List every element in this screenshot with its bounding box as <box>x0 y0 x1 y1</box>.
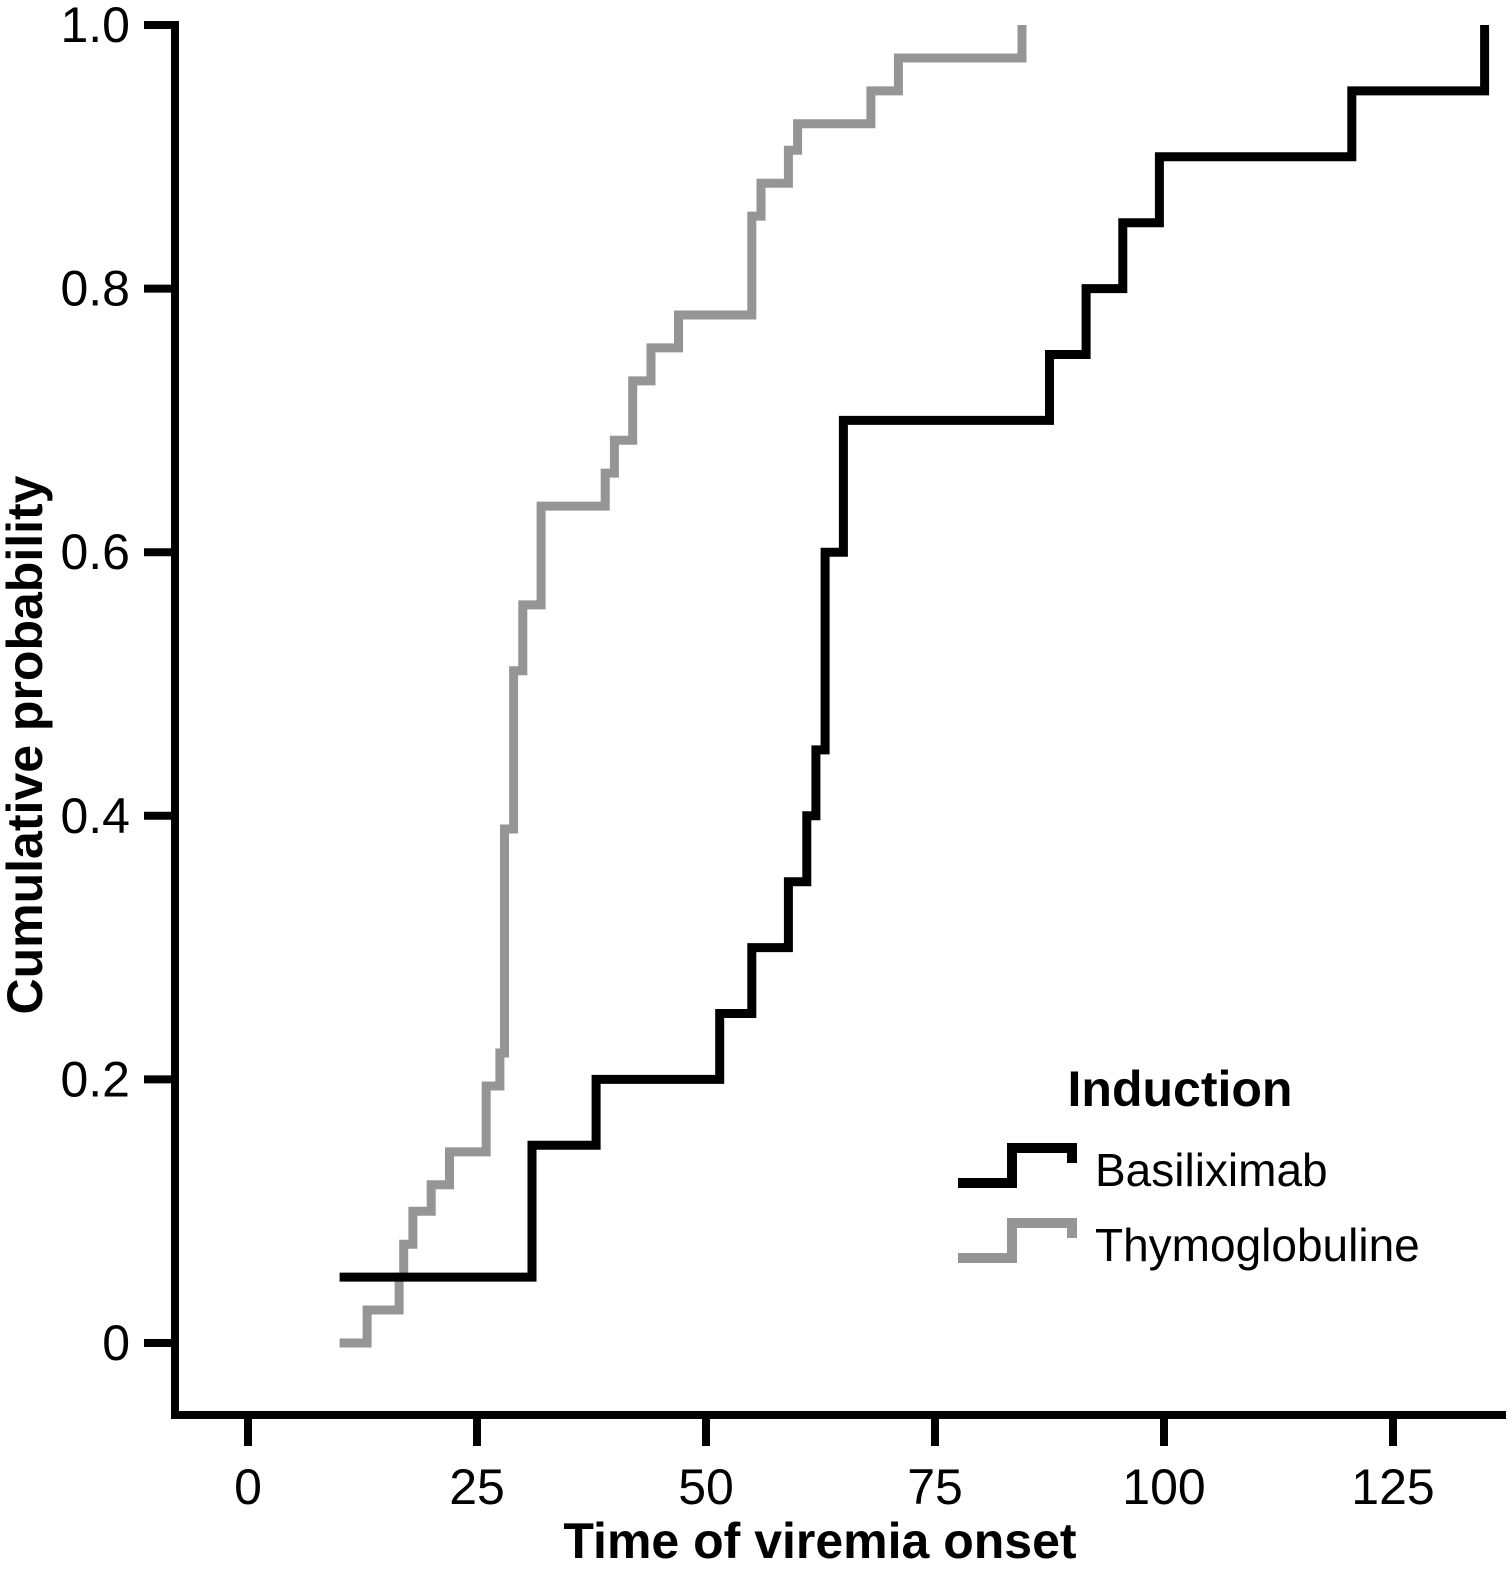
x-tick-label: 25 <box>449 1459 505 1515</box>
y-tick-label: 0 <box>102 1315 130 1371</box>
legend-label-basiliximab: Basiliximab <box>1095 1144 1328 1196</box>
legend: Induction Basiliximab Thymoglobuline <box>958 1061 1420 1271</box>
y-tick-label: 1.0 <box>60 0 130 53</box>
legend-line-basiliximab-icon <box>958 1143 1077 1188</box>
curve-basiliximab <box>339 25 1490 1282</box>
x-tick-label: 50 <box>678 1459 734 1515</box>
legend-label-thymoglobuline: Thymoglobuline <box>1095 1219 1420 1271</box>
y-tick-label: 0.2 <box>60 1051 130 1107</box>
y-axis-label: Cumulative probability <box>0 475 53 1014</box>
y-tick-label: 0.8 <box>60 261 130 317</box>
curve-thymoglobuline <box>339 25 1027 1348</box>
curves <box>339 25 1490 1348</box>
legend-title: Induction <box>1068 1061 1293 1117</box>
legend-line-thymoglobuline-icon <box>958 1218 1077 1263</box>
x-tick-label: 75 <box>907 1459 963 1515</box>
axes: 0 0.2 0.4 0.6 0.8 1.0 0 25 50 75 100 125 <box>60 0 1506 1515</box>
x-tick-label: 125 <box>1351 1459 1434 1515</box>
y-tick-label: 0.4 <box>60 788 130 844</box>
x-tick-label: 100 <box>1122 1459 1205 1515</box>
x-tick-label: 0 <box>234 1459 262 1515</box>
x-axis-label: Time of viremia onset <box>563 1513 1076 1569</box>
y-tick-label: 0.6 <box>60 524 130 580</box>
